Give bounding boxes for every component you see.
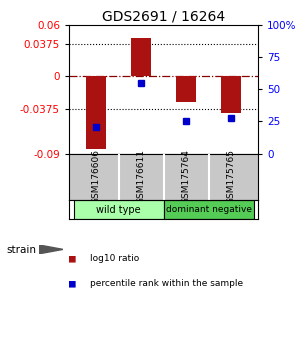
Text: percentile rank within the sample: percentile rank within the sample	[90, 279, 243, 288]
Text: strain: strain	[6, 245, 36, 255]
Text: GSM175765: GSM175765	[226, 149, 236, 204]
Bar	[131, 38, 151, 76]
Text: wild type: wild type	[96, 205, 141, 215]
Bar	[221, 76, 241, 113]
Bar	[74, 200, 164, 219]
Bar	[164, 200, 254, 219]
Title: GDS2691 / 16264: GDS2691 / 16264	[102, 10, 225, 24]
Bar	[176, 76, 196, 102]
Text: dominant negative: dominant negative	[166, 205, 251, 214]
Text: log10 ratio: log10 ratio	[90, 254, 139, 263]
Polygon shape	[39, 245, 63, 254]
Text: ■: ■	[69, 253, 76, 263]
Text: ■: ■	[69, 278, 76, 288]
Bar	[86, 76, 106, 149]
Text: GSM176606: GSM176606	[92, 149, 100, 204]
Text: GSM175764: GSM175764	[182, 149, 190, 204]
Text: GSM176611: GSM176611	[136, 149, 146, 204]
